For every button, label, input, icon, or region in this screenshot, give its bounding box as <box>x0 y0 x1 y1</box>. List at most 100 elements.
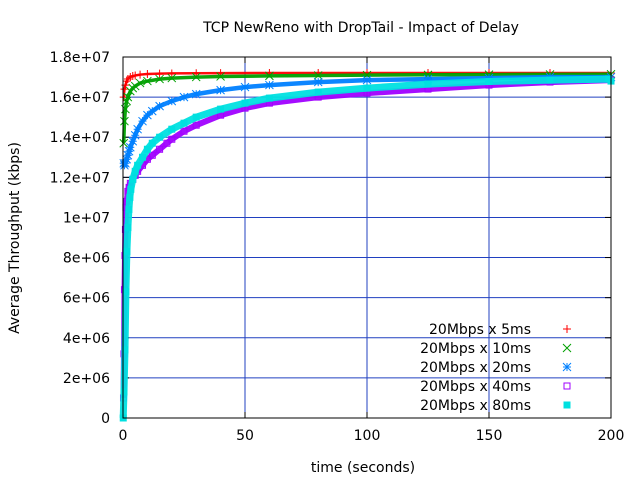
data-point <box>155 69 164 78</box>
data-point <box>179 92 189 102</box>
data-point <box>148 151 156 159</box>
x-tick-label: 150 <box>476 428 503 444</box>
legend-item: 20Mbps x 40ms <box>420 379 571 395</box>
legend-marker <box>563 325 571 333</box>
chart-title: TCP NewReno with DropTail - Impact of De… <box>202 20 519 36</box>
x-tick-label: 50 <box>236 428 254 444</box>
data-point <box>135 78 145 88</box>
legend-label: 20Mbps x 20ms <box>420 360 531 376</box>
legend-label: 20Mbps x 40ms <box>420 379 531 395</box>
data-point <box>143 145 151 153</box>
data-point <box>143 76 152 86</box>
y-tick-label: 1.6e+07 <box>50 90 110 106</box>
legend-label: 20Mbps x 5ms <box>429 322 531 338</box>
data-point <box>131 71 140 80</box>
data-point <box>119 138 129 148</box>
data-point <box>180 127 188 135</box>
data-point <box>134 161 142 169</box>
data-point <box>192 121 200 129</box>
data-point <box>314 88 322 96</box>
data-point <box>129 175 137 183</box>
data-point <box>126 193 134 201</box>
data-point <box>313 77 323 87</box>
y-tick-label: 1.8e+07 <box>50 50 110 66</box>
data-point <box>423 74 433 84</box>
data-point <box>265 94 273 102</box>
x-tick-label: 200 <box>598 428 625 444</box>
plot-frame <box>122 56 612 419</box>
y-axis-label: Average Throughput (kbps) <box>7 142 23 334</box>
data-point <box>143 110 152 120</box>
legend: 20Mbps x 5ms 20Mbps x 10ms 20Mbps x 20ms 20… <box>420 322 572 414</box>
axis-ticks: 0 2e+06 4e+06 6e+06 8e+06 1e+07 1.2e+07 1.4e+07… <box>50 50 625 444</box>
data-point <box>122 154 132 164</box>
data-point <box>363 84 371 92</box>
data-point <box>265 71 274 81</box>
data-point <box>155 101 164 111</box>
y-tick-label: 0 <box>101 411 110 427</box>
data-point <box>191 72 201 82</box>
data-point <box>123 150 133 160</box>
data-point <box>120 160 129 170</box>
data-point <box>313 71 323 80</box>
data-point <box>265 80 274 90</box>
grid <box>123 57 611 418</box>
y-tick-label: 6e+06 <box>63 291 110 307</box>
data-point <box>216 72 225 81</box>
y-tick-label: 4e+06 <box>63 331 110 347</box>
data-point <box>191 89 201 99</box>
data-marks <box>119 69 616 422</box>
legend-item: 20Mbps x 20ms <box>420 360 572 376</box>
x-tick-label: 100 <box>354 428 381 444</box>
data-point <box>168 135 176 143</box>
data-point <box>130 130 140 140</box>
data-point <box>121 346 129 354</box>
data-point <box>546 76 554 84</box>
data-point <box>123 92 133 102</box>
data-point <box>124 146 134 156</box>
data-point <box>155 74 164 84</box>
data-point <box>362 75 372 85</box>
data-point <box>120 388 128 396</box>
legend-marker <box>562 343 572 353</box>
data-point <box>120 116 129 126</box>
y-tick-label: 1e+07 <box>63 210 110 226</box>
legend-marker <box>562 362 572 372</box>
data-point <box>125 142 135 152</box>
series-2 <box>119 69 616 148</box>
y-tick-label: 2e+06 <box>63 371 110 387</box>
x-tick-label: 0 <box>119 428 128 444</box>
data-point <box>148 139 156 147</box>
legend-marker <box>563 401 571 409</box>
data-point <box>120 85 129 94</box>
data-point <box>192 113 200 121</box>
data-point <box>128 136 138 146</box>
data-point <box>122 77 131 86</box>
data-point <box>163 139 171 147</box>
data-point <box>136 70 145 79</box>
data-point <box>167 73 177 83</box>
data-point <box>240 82 250 92</box>
data-point <box>241 99 249 107</box>
data-point <box>180 119 188 127</box>
data-point <box>167 69 176 78</box>
data-point <box>121 158 130 168</box>
data-point <box>122 288 130 296</box>
data-point <box>156 133 164 141</box>
y-tick-label: 1.2e+07 <box>50 170 110 186</box>
data-point <box>143 70 152 79</box>
series-5 <box>119 75 615 422</box>
data-point <box>130 81 140 91</box>
data-point <box>168 125 176 133</box>
data-point <box>424 80 432 88</box>
legend-marker <box>563 382 571 390</box>
data-point <box>133 124 142 134</box>
data-point <box>139 153 147 161</box>
data-point <box>131 167 139 175</box>
data-point <box>138 116 147 126</box>
legend-label: 20Mbps x 80ms <box>420 398 531 414</box>
data-point <box>216 85 225 95</box>
legend-item: 20Mbps x 80ms <box>420 398 571 414</box>
x-axis-label: time (seconds) <box>311 460 415 476</box>
